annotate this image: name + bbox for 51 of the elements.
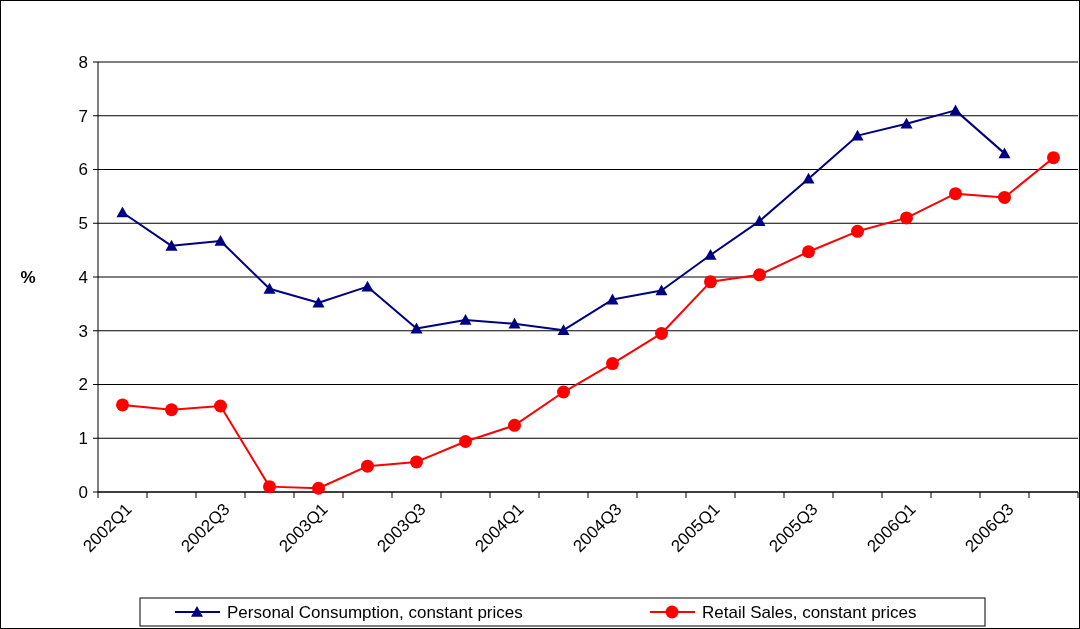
point — [704, 248, 717, 260]
point — [1047, 151, 1060, 165]
y-tick-label: 4 — [78, 267, 88, 287]
point — [459, 314, 472, 325]
y-tick-label: 8 — [78, 52, 88, 72]
point — [508, 317, 521, 329]
y-tick-label: 6 — [78, 160, 88, 180]
point — [312, 481, 325, 495]
point — [410, 322, 423, 334]
point — [116, 206, 129, 218]
point — [312, 296, 325, 308]
point — [165, 239, 178, 251]
point — [165, 403, 178, 417]
point — [949, 104, 962, 116]
point — [900, 117, 913, 129]
point — [557, 385, 570, 399]
y-tick-label: 1 — [78, 429, 88, 449]
y-tick-label: 5 — [78, 214, 88, 234]
point — [263, 282, 276, 294]
point — [116, 398, 129, 412]
point — [851, 224, 864, 238]
point — [753, 268, 766, 282]
point — [802, 172, 815, 184]
point — [557, 324, 570, 336]
point — [851, 129, 864, 141]
point — [949, 187, 962, 201]
point — [214, 399, 227, 413]
y-tick-label: 3 — [78, 321, 88, 341]
point — [508, 418, 521, 432]
legend-label: Retail Sales, constant prices — [702, 602, 917, 622]
point — [998, 190, 1011, 204]
point — [459, 434, 472, 448]
point — [214, 234, 227, 246]
point — [606, 357, 619, 371]
point — [606, 293, 619, 305]
y-tick-label: 0 — [78, 482, 88, 502]
y-tick-label: 2 — [78, 375, 88, 395]
point — [900, 211, 913, 225]
point — [655, 326, 668, 340]
point — [410, 455, 423, 469]
point — [802, 245, 815, 259]
y-axis-title: % — [20, 267, 36, 287]
legend-label: Personal Consumption, constant prices — [227, 602, 523, 622]
point — [263, 480, 276, 494]
point — [655, 284, 668, 296]
point — [753, 215, 766, 226]
point — [998, 147, 1011, 159]
point — [704, 275, 717, 289]
point — [361, 280, 374, 292]
point — [361, 459, 374, 473]
y-tick-label: 7 — [78, 106, 88, 126]
